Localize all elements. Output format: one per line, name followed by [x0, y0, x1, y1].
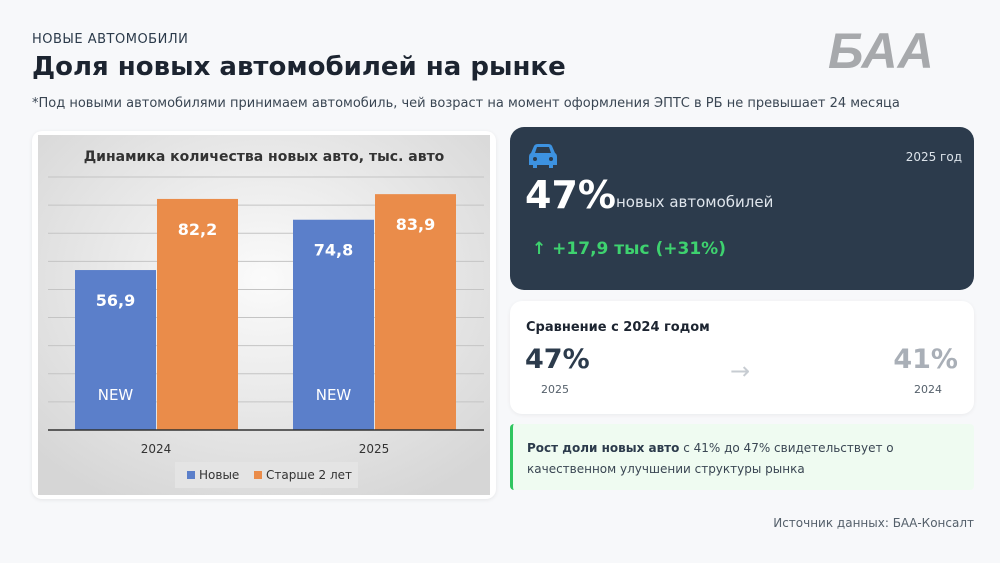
insight-note: Рост доли новых авто с 41% до 47% свидет… [510, 424, 974, 490]
bar-inner-label: NEW [98, 386, 134, 404]
previous-value: 41% [893, 344, 958, 375]
kpi-card: 2025 год 47% новых автомобилей ↑ +17,9 т… [510, 127, 974, 290]
legend-label: Новые [199, 468, 239, 482]
comparison-title: Сравнение с 2024 годом [526, 320, 710, 335]
data-label: 56,9 [96, 291, 135, 310]
data-label: 83,9 [396, 215, 435, 234]
legend-swatch-old [254, 471, 262, 479]
data-label: 82,2 [178, 220, 217, 239]
kpi-delta: ↑ +17,9 тыс (+31%) [532, 239, 726, 259]
bar-inner-label: NEW [316, 386, 352, 404]
chart-card: Динамика количества новых авто, тыс. авт… [32, 131, 496, 499]
current-value: 47% [525, 344, 590, 375]
bar [375, 194, 456, 430]
x-tick-label: 2024 [141, 442, 172, 456]
kpi-value: 47% [525, 173, 616, 217]
data-source: Источник данных: БАА-Консалт [773, 516, 974, 530]
legend-label: Старше 2 лет [266, 468, 352, 482]
bar [157, 198, 238, 430]
kpi-label: новых автомобилей [616, 193, 774, 211]
comparison-card: Сравнение с 2024 годом 47% 2025 → 41% 20… [510, 301, 974, 414]
current-year: 2025 [541, 383, 569, 396]
section-kicker: НОВЫЕ АВТОМОБИЛИ [32, 32, 189, 47]
arrow-right-icon: → [730, 357, 751, 385]
legend-swatch-new [187, 471, 195, 479]
footnote: *Под новыми автомобилями принимаем автом… [32, 96, 900, 111]
data-label: 74,8 [314, 241, 353, 260]
chart-title: Динамика количества новых авто, тыс. авт… [84, 149, 445, 165]
x-tick-label: 2025 [359, 442, 390, 456]
insight-bold: Рост доли новых авто [527, 441, 680, 455]
page-title: Доля новых автомобилей на рынке [32, 52, 566, 82]
baa-logo: БАА [828, 24, 934, 74]
legend: Новые Старше 2 лет [175, 462, 358, 488]
previous-year: 2024 [914, 383, 942, 396]
svg-text:БАА: БАА [828, 24, 934, 74]
bar [75, 270, 156, 430]
kpi-year: 2025 год [905, 150, 962, 164]
insight-text: с 41% до 47% свидетельствует о качествен… [527, 441, 894, 476]
car-icon [529, 144, 557, 168]
bar [293, 219, 374, 430]
bar-chart: Динамика количества новых авто, тыс. авт… [38, 135, 490, 495]
